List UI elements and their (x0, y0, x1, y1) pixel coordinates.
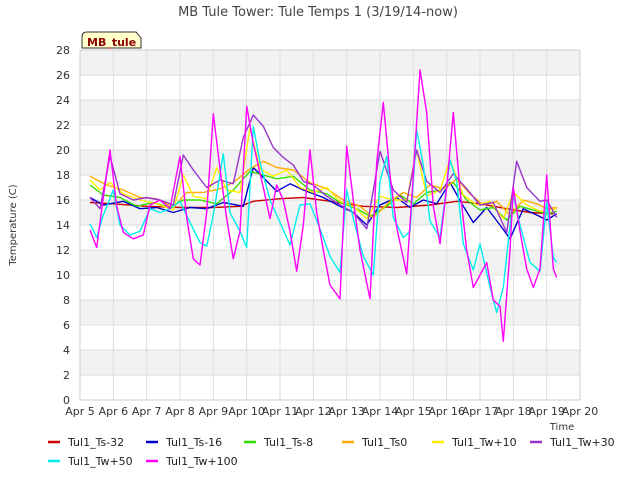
grid-lines (79, 49, 581, 401)
legend-item: Tul1_Ts-16 (146, 436, 222, 449)
x-tick-label: Apr 18 (495, 405, 532, 418)
legend-label: Tul1_Ts-8 (263, 436, 313, 449)
x-tick-label: Apr 9 (199, 405, 229, 418)
y-tick-label: 8 (63, 294, 70, 307)
legend-item: Tul1_Tw+50 (48, 455, 133, 468)
y-tick-label: 26 (56, 69, 70, 82)
y-tick-label: 18 (56, 169, 70, 182)
x-tick-label: Apr 19 (528, 405, 565, 418)
x-tick-label: Apr 16 (428, 405, 465, 418)
plot-bands (80, 50, 580, 375)
x-tick-label: Apr 10 (228, 405, 265, 418)
y-tick-label: 12 (56, 244, 70, 257)
x-tick-label: Apr 7 (132, 405, 162, 418)
x-tick-label: Apr 17 (462, 405, 499, 418)
x-tick-label: Apr 12 (295, 405, 332, 418)
series-lines (89, 69, 558, 342)
y-tick-label: 6 (63, 319, 70, 332)
plot-band (80, 350, 580, 375)
plot-band (80, 150, 580, 175)
station-badge: MB_tule (81, 31, 142, 49)
x-tick-label: Apr 5 (65, 405, 95, 418)
legend-item: Tul1_Ts-32 (48, 436, 124, 449)
legend-item: Tul1_Ts0 (342, 436, 407, 449)
x-tick-label: Apr 6 (99, 405, 129, 418)
plot-band (80, 100, 580, 125)
legend-label: Tul1_Ts-32 (67, 436, 124, 449)
chart-title: MB Tule Tower: Tule Temps 1 (3/19/14-now… (178, 5, 458, 20)
legend: Tul1_Ts-32 Tul1_Ts-16 Tul1_Ts-8 Tul1_Ts0 Tul… (48, 436, 615, 468)
y-tick-label: 24 (56, 94, 70, 107)
y-tick-label: 22 (56, 119, 70, 132)
x-tick-label: Apr 14 (362, 405, 399, 418)
series-line-tul1-tw-50 (89, 125, 558, 314)
y-tick-label: 20 (56, 144, 70, 157)
series-line-tul1-tw-100 (89, 69, 558, 342)
x-tick-label: Apr 15 (395, 405, 432, 418)
x-tick-label: Apr 11 (262, 405, 299, 418)
y-tick-label: 28 (56, 44, 70, 57)
plot-band (80, 50, 580, 75)
legend-item: Tul1_Tw+100 (146, 455, 238, 468)
plot-area-border (79, 49, 581, 401)
legend-label: Tul1_Tw+30 (549, 436, 615, 449)
y-tick-label: 16 (56, 194, 70, 207)
y-tick-label: 14 (56, 219, 70, 232)
plot-band (80, 250, 580, 275)
legend-label: Tul1_Tw+10 (451, 436, 517, 449)
legend-item: Tul1_Tw+30 (530, 436, 615, 449)
x-axis-label: Time (549, 422, 574, 433)
station-badge-label: MB_tule (87, 36, 136, 49)
x-tick-label: Apr 13 (328, 405, 365, 418)
y-tick-label: 0 (63, 394, 70, 407)
legend-item: Tul1_Tw+10 (432, 436, 517, 449)
x-tick-label: Apr 8 (165, 405, 195, 418)
y-tick-label: 2 (63, 369, 70, 382)
legend-label: Tul1_Tw+50 (67, 455, 133, 468)
y-tick-label: 10 (56, 269, 70, 282)
legend-label: Tul1_Ts0 (361, 436, 407, 449)
legend-label: Tul1_Tw+100 (165, 455, 238, 468)
y-axis-label: Temperature (C) (8, 184, 19, 266)
legend-label: Tul1_Ts-16 (165, 436, 222, 449)
x-tick-label: Apr 20 (562, 405, 599, 418)
y-tick-label: 4 (63, 344, 70, 357)
legend-item: Tul1_Ts-8 (244, 436, 313, 449)
